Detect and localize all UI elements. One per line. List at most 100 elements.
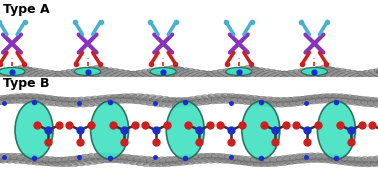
Ellipse shape: [239, 66, 260, 75]
Ellipse shape: [212, 70, 233, 79]
Ellipse shape: [206, 71, 227, 80]
Ellipse shape: [55, 157, 69, 163]
Ellipse shape: [330, 69, 352, 78]
Ellipse shape: [352, 73, 373, 82]
Ellipse shape: [276, 101, 290, 107]
Ellipse shape: [178, 155, 192, 161]
Ellipse shape: [0, 69, 11, 78]
Ellipse shape: [101, 98, 114, 104]
Ellipse shape: [286, 97, 299, 103]
Ellipse shape: [65, 161, 78, 167]
Ellipse shape: [242, 101, 280, 159]
Ellipse shape: [39, 71, 60, 80]
Text: Type B: Type B: [3, 77, 50, 90]
Ellipse shape: [88, 153, 101, 160]
Ellipse shape: [181, 160, 195, 165]
Ellipse shape: [107, 97, 121, 104]
Ellipse shape: [55, 71, 76, 80]
Ellipse shape: [0, 67, 25, 76]
Ellipse shape: [370, 161, 378, 166]
Ellipse shape: [361, 100, 374, 107]
Ellipse shape: [257, 100, 271, 106]
Ellipse shape: [260, 70, 281, 79]
Ellipse shape: [71, 69, 93, 78]
Ellipse shape: [19, 93, 33, 99]
Ellipse shape: [244, 68, 265, 77]
Ellipse shape: [93, 68, 114, 77]
Ellipse shape: [62, 157, 76, 163]
Ellipse shape: [234, 94, 248, 99]
Ellipse shape: [195, 158, 208, 163]
Ellipse shape: [120, 72, 141, 81]
Ellipse shape: [164, 66, 185, 75]
Ellipse shape: [253, 161, 267, 167]
Ellipse shape: [3, 98, 17, 104]
Ellipse shape: [175, 98, 189, 103]
Ellipse shape: [149, 95, 163, 101]
Ellipse shape: [293, 69, 314, 78]
Ellipse shape: [36, 98, 50, 105]
Ellipse shape: [309, 98, 322, 104]
Ellipse shape: [130, 159, 143, 165]
Ellipse shape: [19, 158, 33, 164]
Ellipse shape: [78, 159, 91, 165]
Ellipse shape: [344, 94, 358, 100]
Ellipse shape: [32, 94, 46, 99]
Ellipse shape: [266, 161, 280, 167]
Ellipse shape: [113, 97, 127, 103]
Ellipse shape: [270, 101, 284, 107]
Ellipse shape: [36, 156, 50, 163]
Ellipse shape: [74, 101, 88, 107]
Ellipse shape: [214, 93, 228, 99]
Ellipse shape: [201, 157, 215, 163]
Ellipse shape: [266, 71, 287, 80]
Ellipse shape: [172, 101, 186, 107]
Ellipse shape: [23, 97, 36, 104]
Ellipse shape: [292, 158, 306, 164]
Ellipse shape: [277, 73, 298, 82]
Ellipse shape: [156, 96, 169, 102]
Ellipse shape: [0, 153, 4, 159]
Ellipse shape: [88, 99, 101, 106]
Ellipse shape: [344, 160, 358, 166]
Ellipse shape: [260, 97, 273, 102]
Ellipse shape: [223, 69, 244, 78]
Ellipse shape: [34, 70, 54, 79]
Ellipse shape: [318, 158, 332, 163]
Ellipse shape: [325, 93, 338, 99]
Ellipse shape: [88, 66, 109, 75]
Ellipse shape: [45, 161, 59, 166]
Ellipse shape: [227, 93, 241, 99]
Ellipse shape: [364, 161, 377, 167]
Ellipse shape: [42, 99, 56, 105]
Ellipse shape: [341, 156, 355, 162]
Ellipse shape: [163, 67, 184, 76]
Ellipse shape: [83, 67, 104, 76]
Ellipse shape: [231, 97, 244, 104]
Ellipse shape: [208, 157, 221, 163]
Ellipse shape: [153, 100, 166, 107]
Ellipse shape: [13, 93, 26, 99]
Ellipse shape: [68, 101, 82, 107]
Ellipse shape: [201, 73, 222, 82]
Ellipse shape: [370, 97, 378, 103]
Ellipse shape: [130, 93, 143, 99]
Ellipse shape: [97, 95, 111, 101]
Ellipse shape: [169, 161, 183, 166]
Ellipse shape: [221, 158, 234, 164]
Ellipse shape: [338, 94, 351, 100]
Ellipse shape: [3, 153, 17, 159]
Ellipse shape: [169, 65, 190, 74]
Ellipse shape: [283, 100, 296, 107]
Ellipse shape: [221, 93, 234, 99]
Ellipse shape: [188, 159, 202, 164]
Ellipse shape: [0, 69, 17, 78]
Ellipse shape: [224, 97, 238, 104]
Ellipse shape: [266, 97, 280, 103]
Ellipse shape: [74, 67, 101, 76]
Ellipse shape: [159, 100, 173, 107]
Ellipse shape: [136, 94, 150, 100]
Ellipse shape: [16, 154, 30, 161]
Ellipse shape: [348, 99, 361, 105]
Ellipse shape: [354, 100, 368, 106]
